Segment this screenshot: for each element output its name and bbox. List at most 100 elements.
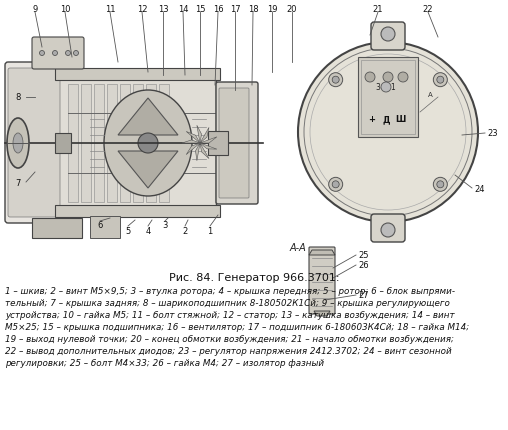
Bar: [32, 218, 82, 239]
Polygon shape: [314, 311, 330, 316]
Text: 1: 1: [391, 83, 395, 92]
Polygon shape: [200, 128, 209, 144]
Text: 7: 7: [15, 178, 21, 187]
Text: 19: 19: [267, 4, 277, 13]
Bar: [146, 85, 156, 203]
Circle shape: [381, 224, 395, 237]
Text: 19 – выход нулевой точки; 20 – конец обмотки возбуждения; 21 – начало обмотки во: 19 – выход нулевой точки; 20 – конец обм…: [5, 334, 454, 343]
Text: 18: 18: [248, 4, 258, 13]
Polygon shape: [186, 132, 200, 144]
FancyBboxPatch shape: [216, 83, 258, 205]
Text: 24: 24: [474, 184, 485, 193]
Text: 27: 27: [358, 291, 369, 300]
Circle shape: [298, 43, 478, 222]
Text: А-А: А-А: [290, 243, 307, 252]
FancyBboxPatch shape: [371, 215, 405, 243]
Text: 1: 1: [207, 226, 213, 235]
Circle shape: [138, 134, 158, 154]
Polygon shape: [118, 99, 178, 136]
Text: 23: 23: [487, 129, 498, 138]
Bar: [358, 58, 418, 138]
Circle shape: [381, 83, 391, 93]
Bar: [94, 85, 104, 203]
Text: Ш: Ш: [395, 115, 405, 124]
Bar: [58, 76, 216, 215]
Text: 5: 5: [125, 226, 131, 235]
Circle shape: [398, 73, 408, 83]
Polygon shape: [197, 126, 202, 144]
Bar: [133, 85, 143, 203]
Text: 20: 20: [287, 4, 297, 13]
Bar: [55, 134, 71, 154]
Text: +: +: [368, 115, 375, 124]
Polygon shape: [200, 144, 217, 150]
Circle shape: [332, 77, 339, 84]
Bar: [81, 85, 91, 203]
Text: регулировки; 25 – болт М4×33; 26 – гайка М4; 27 – изолятор фазный: регулировки; 25 – болт М4×33; 26 – гайка…: [5, 358, 324, 367]
Polygon shape: [200, 144, 209, 159]
FancyBboxPatch shape: [32, 38, 84, 70]
FancyBboxPatch shape: [309, 247, 335, 314]
Text: 3: 3: [375, 83, 380, 92]
FancyBboxPatch shape: [371, 23, 405, 51]
Text: 12: 12: [137, 4, 147, 13]
Text: М5×25; 15 – крышка подшипника; 16 – вентилятор; 17 – подшипник 6-180603К4Сй; 18 : М5×25; 15 – крышка подшипника; 16 – вент…: [5, 322, 469, 331]
Circle shape: [66, 51, 71, 56]
Text: 22: 22: [423, 4, 433, 13]
Ellipse shape: [13, 134, 23, 154]
Text: Рис. 84. Генератор 966.3701:: Рис. 84. Генератор 966.3701:: [169, 272, 339, 283]
Text: Д: Д: [382, 115, 390, 124]
Bar: [55, 206, 220, 218]
Circle shape: [381, 28, 395, 42]
Text: 6: 6: [98, 221, 103, 230]
Circle shape: [329, 178, 343, 192]
Circle shape: [433, 74, 448, 87]
Circle shape: [329, 74, 343, 87]
Bar: [159, 85, 169, 203]
Circle shape: [74, 51, 79, 56]
FancyBboxPatch shape: [8, 69, 60, 218]
Text: 16: 16: [213, 4, 224, 13]
Text: 25: 25: [358, 251, 368, 260]
Bar: [107, 85, 117, 203]
Text: 26: 26: [358, 261, 369, 270]
FancyBboxPatch shape: [5, 63, 66, 224]
Circle shape: [332, 181, 339, 188]
Text: 11: 11: [105, 4, 115, 13]
Text: 13: 13: [157, 4, 168, 13]
Polygon shape: [196, 144, 200, 161]
Text: 21: 21: [373, 4, 383, 13]
Polygon shape: [118, 152, 178, 189]
Ellipse shape: [7, 119, 29, 169]
Circle shape: [437, 181, 444, 188]
Bar: [120, 85, 130, 203]
FancyBboxPatch shape: [219, 89, 249, 199]
Text: 1 – шкив; 2 – винт М5×9,5; 3 – втулка ротора; 4 – крышка передняя; 5 – ротор; 6 : 1 – шкив; 2 – винт М5×9,5; 3 – втулка ро…: [5, 286, 455, 295]
Circle shape: [437, 77, 444, 84]
Text: 2: 2: [182, 226, 187, 235]
Circle shape: [433, 178, 448, 192]
Text: 8: 8: [15, 93, 21, 102]
Bar: [361, 61, 415, 135]
Circle shape: [40, 51, 45, 56]
Polygon shape: [182, 141, 200, 144]
Text: 22 – вывод дополнительных диодов; 23 – регулятор напряжения 2412.3702; 24 – винт: 22 – вывод дополнительных диодов; 23 – р…: [5, 346, 452, 355]
Text: 3: 3: [163, 221, 168, 230]
Text: А: А: [428, 92, 432, 98]
Text: тельный; 7 – крышка задняя; 8 – шарикоподшипник 8-180502К1Сй; 9 – крышка регулир: тельный; 7 – крышка задняя; 8 – шарикопо…: [5, 298, 450, 307]
Text: 4: 4: [145, 226, 151, 235]
Bar: [208, 132, 228, 156]
Text: устройства; 10 – гайка М5; 11 – болт стяжной; 12 – статор; 13 – катушка возбужде: устройства; 10 – гайка М5; 11 – болт стя…: [5, 310, 455, 319]
Text: 9: 9: [33, 4, 38, 13]
Polygon shape: [309, 250, 335, 255]
Text: 14: 14: [178, 4, 188, 13]
Bar: [55, 69, 220, 81]
Text: 10: 10: [60, 4, 70, 13]
Circle shape: [383, 73, 393, 83]
Ellipse shape: [104, 91, 192, 197]
Circle shape: [365, 73, 375, 83]
Text: 15: 15: [195, 4, 205, 13]
Polygon shape: [186, 144, 200, 155]
Bar: [90, 216, 120, 239]
Text: 17: 17: [230, 4, 240, 13]
